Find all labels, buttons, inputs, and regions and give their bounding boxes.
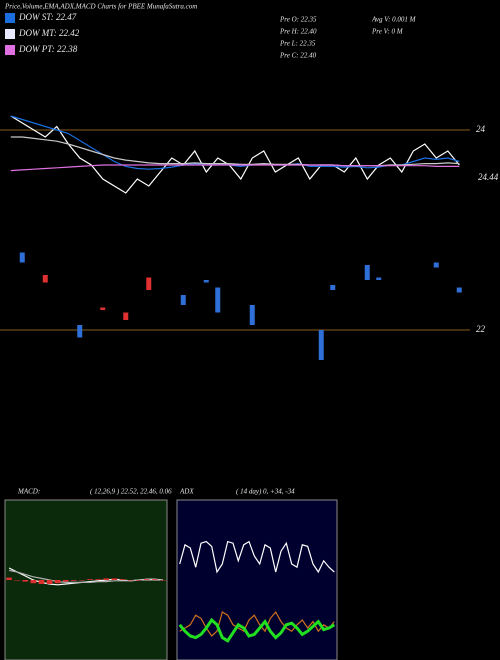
series-line	[10, 115, 460, 194]
candle-body	[215, 287, 221, 313]
series-line	[178, 617, 336, 643]
candle-body	[249, 305, 255, 325]
series-line	[179, 610, 335, 637]
info-text: Pre V: 0 M	[371, 28, 404, 36]
annotation: 24.44	[478, 172, 499, 182]
series-line	[10, 136, 460, 167]
histogram-bar	[152, 579, 158, 580]
macd-params: ( 12,26,9 ) 22.52, 22.46, 0.06	[90, 488, 172, 496]
legend-swatch	[5, 13, 15, 23]
histogram-bar	[111, 578, 118, 580]
histogram-bar	[71, 580, 77, 581]
histogram-bar	[160, 580, 166, 581]
histogram-bar	[46, 580, 53, 584]
info-text: Pre H: 22.40	[279, 28, 317, 36]
y-tick-label: 24	[476, 124, 486, 134]
histogram-bar	[54, 580, 61, 584]
legend-swatch	[5, 45, 15, 55]
histogram-bar	[143, 579, 150, 580]
candle-body	[77, 325, 83, 338]
legend-swatch	[5, 29, 15, 39]
info-text: Avg V: 0.001 M	[371, 16, 417, 24]
adx-params: ( 14 day) 0, +34, -34	[236, 488, 295, 496]
candle-body	[433, 262, 439, 268]
histogram-bar	[38, 580, 45, 584]
legend-label: DOW MT: 22.42	[18, 28, 80, 38]
histogram-bar	[30, 580, 37, 584]
legend-label: DOW ST: 22.47	[18, 12, 77, 22]
histogram-bar	[127, 580, 134, 581]
candle-body	[376, 277, 382, 280]
candle-body	[203, 280, 209, 283]
histogram-bar	[135, 580, 142, 581]
histogram-bar	[14, 580, 20, 581]
histogram-bar	[95, 579, 101, 580]
histogram-bar	[22, 580, 29, 582]
histogram-bar	[119, 579, 126, 580]
candle-body	[19, 252, 25, 263]
candle-body	[42, 275, 48, 283]
histogram-bar	[79, 580, 85, 581]
info-text: Pre O: 22.35	[279, 16, 317, 24]
candle-body	[364, 265, 370, 280]
legend-label: DOW PT: 22.38	[18, 44, 78, 54]
macd-label: MACD:	[17, 488, 40, 496]
candle-body	[146, 277, 152, 290]
histogram-bar	[62, 580, 69, 582]
candle-body	[123, 312, 129, 320]
y-tick-label: 22	[476, 324, 486, 334]
histogram-bar	[6, 577, 12, 580]
info-text: Pre C: 22.40	[279, 52, 317, 60]
series-line	[179, 540, 335, 574]
histogram-bar	[87, 579, 93, 580]
chart-title: Price,Volume,EMA,ADX,MACD Charts for PBE…	[4, 3, 197, 11]
series-line	[10, 115, 460, 170]
adx-label: ADX	[179, 488, 194, 496]
candle-body	[318, 330, 324, 360]
candle-body	[100, 307, 106, 310]
histogram-bar	[103, 578, 110, 580]
candle-body	[180, 295, 186, 305]
candle-body	[330, 285, 336, 290]
candle-body	[456, 287, 462, 293]
info-text: Pre L: 22.35	[279, 40, 316, 48]
series-line	[10, 164, 460, 172]
